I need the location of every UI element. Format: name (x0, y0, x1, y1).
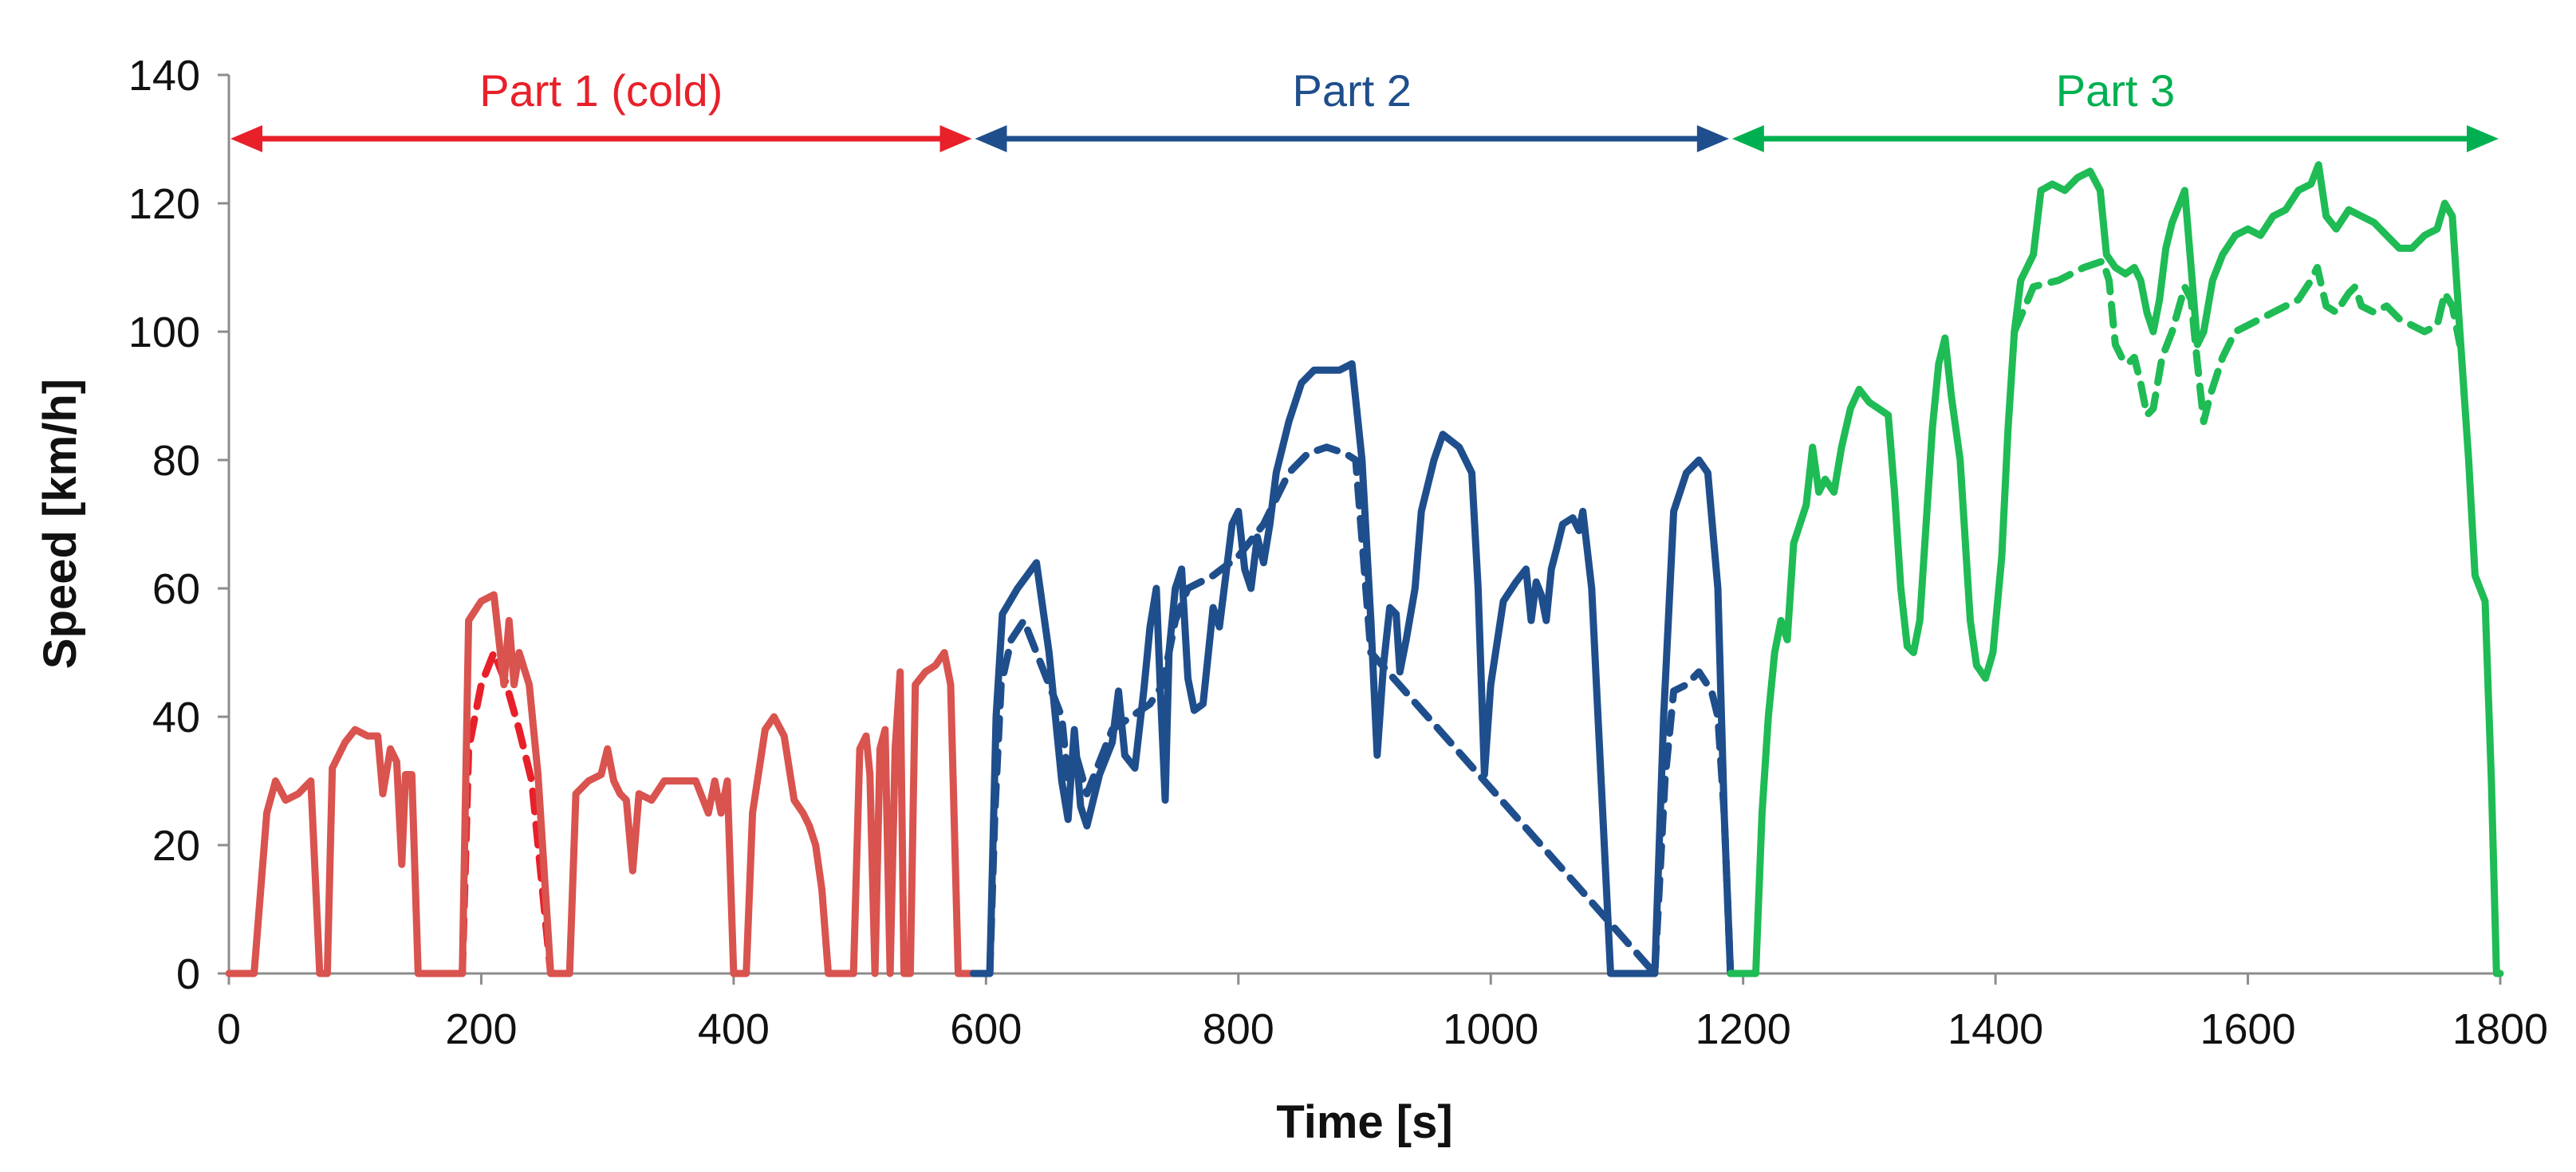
part-1-arrow-left-head (230, 125, 262, 152)
x-tick-label: 1800 (2452, 1005, 2548, 1053)
y-tick-label: 120 (128, 180, 200, 228)
y-axis-ticks: 0 20 40 60 80 100 120 140 (128, 52, 229, 998)
part-3-arrow-right-head (2467, 125, 2499, 152)
axes (227, 75, 2500, 975)
y-tick-label: 100 (128, 309, 200, 356)
part-annotations: Part 1 (cold) Part 2 Part 3 (230, 65, 2499, 152)
x-tick-label: 1600 (2200, 1005, 2295, 1053)
y-tick-label: 60 (152, 565, 200, 613)
series-line-part-2-dashed (986, 443, 1735, 977)
x-tick-label: 200 (445, 1005, 517, 1053)
part-3-label: Part 3 (2056, 65, 2175, 116)
series-layer (225, 161, 2504, 977)
x-tick-label: 1200 (1696, 1005, 1791, 1053)
x-tick-label: 600 (950, 1005, 1022, 1053)
part-2-arrow-right-head (1696, 125, 1729, 152)
y-tick-label: 20 (152, 822, 200, 870)
x-tick-label: 1400 (1948, 1005, 2043, 1053)
part-1-label: Part 1 (cold) (479, 65, 723, 116)
x-tick-label: 1000 (1443, 1005, 1538, 1053)
y-tick-label: 140 (128, 52, 200, 100)
series-line-part-3-dashed (2011, 258, 2464, 426)
part-3-arrow-left-head (1731, 125, 1764, 152)
x-axis-ticks: 0 200 400 600 800 1000 1200 1400 1600 1800 (217, 973, 2548, 1053)
series-line-part-2-solid (970, 360, 1735, 977)
series-line-part-1-solid (225, 591, 977, 977)
series-line-part-3-solid (1727, 161, 2504, 977)
part-1-arrow-right-head (939, 125, 972, 152)
x-tick-label: 400 (698, 1005, 770, 1053)
y-tick-label: 0 (176, 950, 200, 998)
y-tick-label: 40 (152, 694, 200, 741)
x-axis-title: Time [s] (1276, 1096, 1452, 1148)
part-2-label: Part 2 (1292, 65, 1411, 116)
x-tick-label: 0 (217, 1005, 241, 1053)
part-2-arrow-left-head (975, 125, 1007, 152)
x-tick-label: 800 (1203, 1005, 1274, 1053)
y-axis-title: Speed [km/h] (34, 379, 86, 669)
y-tick-label: 80 (152, 437, 200, 485)
